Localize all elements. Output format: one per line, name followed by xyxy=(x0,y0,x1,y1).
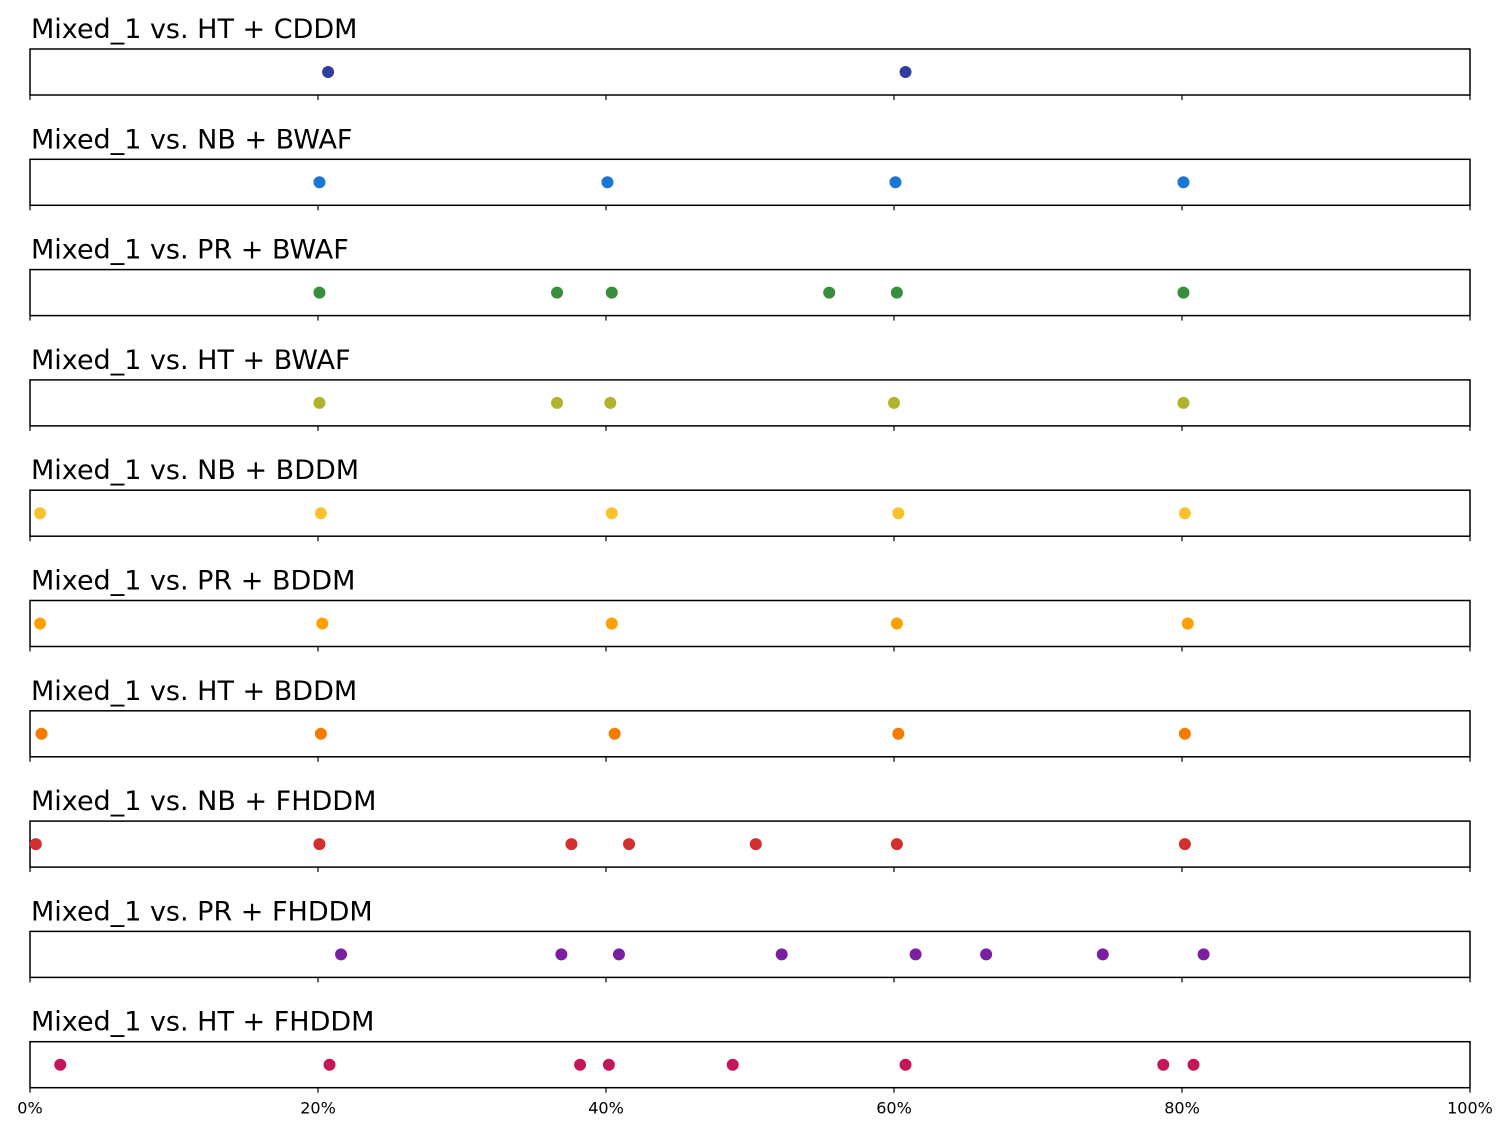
data-point xyxy=(749,838,762,851)
data-point xyxy=(890,286,903,299)
data-point xyxy=(1178,727,1191,740)
data-point xyxy=(890,838,903,851)
data-point xyxy=(601,176,614,189)
data-point xyxy=(313,396,326,409)
data-point xyxy=(574,1058,587,1071)
data-point xyxy=(888,396,900,409)
data-point xyxy=(889,176,902,189)
x-tick-label: 80% xyxy=(1164,1099,1200,1118)
panel-title: Mixed_1 vs. HT + CDDM xyxy=(31,14,357,45)
data-point xyxy=(899,1058,912,1071)
panel-frame xyxy=(29,158,1471,207)
data-point xyxy=(890,617,903,630)
panel-title: Mixed_1 vs. HT + FHDDM xyxy=(31,1007,374,1038)
panel: Mixed_1 vs. NB + FHDDM xyxy=(29,786,1471,873)
data-point xyxy=(1177,396,1190,409)
data-point xyxy=(892,727,905,740)
data-point xyxy=(605,507,618,520)
panel-frame xyxy=(29,48,1471,96)
data-point xyxy=(1181,617,1194,630)
x-tick-label: 20% xyxy=(300,1099,336,1118)
panel-frame xyxy=(29,268,1471,317)
data-point xyxy=(314,507,327,520)
panel: Mixed_1 vs. PR + BWAF xyxy=(29,235,1471,321)
panel-frame xyxy=(29,1040,1471,1089)
data-point xyxy=(980,948,993,961)
data-point xyxy=(54,1058,67,1071)
data-point xyxy=(35,727,48,740)
data-point xyxy=(1096,948,1109,961)
panel-frame xyxy=(29,599,1471,648)
panel-title: Mixed_1 vs. PR + BWAF xyxy=(31,235,349,266)
panel-frame xyxy=(29,710,1471,758)
data-point xyxy=(608,727,621,740)
data-point xyxy=(726,1058,739,1071)
panel: Mixed_1 vs. HT + CDDM xyxy=(29,14,1471,100)
data-point xyxy=(1178,507,1191,520)
data-point xyxy=(1187,1058,1200,1071)
x-tick-label: 0% xyxy=(17,1099,42,1118)
data-point xyxy=(623,838,636,851)
data-point xyxy=(892,507,905,520)
panel-frame xyxy=(29,379,1471,427)
data-point xyxy=(313,838,326,851)
data-point xyxy=(335,948,348,961)
panel-title: Mixed_1 vs. PR + BDDM xyxy=(31,566,355,597)
panel-title: Mixed_1 vs. NB + FHDDM xyxy=(31,786,376,817)
panel-title: Mixed_1 vs. HT + BDDM xyxy=(31,676,357,707)
data-point xyxy=(605,286,618,299)
panel-title: Mixed_1 vs. PR + FHDDM xyxy=(31,896,373,927)
x-tick-label: 60% xyxy=(876,1099,912,1118)
data-point xyxy=(899,66,912,78)
data-point xyxy=(322,66,335,78)
panel: Mixed_1 vs. NB + BDDM xyxy=(29,455,1471,542)
data-point xyxy=(555,948,568,961)
x-tick-label: 40% xyxy=(588,1099,624,1118)
data-point xyxy=(34,617,47,630)
data-point xyxy=(605,617,618,630)
data-point xyxy=(313,286,326,299)
data-point xyxy=(34,507,47,520)
data-point xyxy=(909,948,922,961)
data-point xyxy=(612,948,625,961)
data-point xyxy=(316,617,329,630)
panel-title: Mixed_1 vs. NB + BDDM xyxy=(31,455,359,486)
data-point xyxy=(1178,838,1191,851)
data-point xyxy=(29,838,42,851)
data-point xyxy=(1197,948,1210,961)
panel-frame xyxy=(29,930,1471,979)
panel: Mixed_1 vs. PR + FHDDM xyxy=(29,896,1471,983)
data-point xyxy=(314,727,327,740)
panel: Mixed_1 vs. HT + FHDDM xyxy=(29,1007,1471,1093)
data-point xyxy=(323,1058,336,1071)
data-point xyxy=(551,286,564,299)
data-point xyxy=(602,1058,615,1071)
panel: Mixed_1 vs. HT + BWAF xyxy=(29,345,1471,431)
panel: Mixed_1 vs. PR + BDDM xyxy=(29,566,1471,652)
data-point xyxy=(823,286,836,299)
data-point xyxy=(1177,176,1190,189)
panel-title: Mixed_1 vs. HT + BWAF xyxy=(31,345,351,376)
panel-title: Mixed_1 vs. NB + BWAF xyxy=(31,124,352,155)
data-point xyxy=(565,838,578,851)
data-point xyxy=(1157,1058,1170,1071)
x-tick-label: 100% xyxy=(1447,1099,1493,1118)
data-point xyxy=(313,176,326,189)
data-point xyxy=(1177,286,1190,299)
data-point xyxy=(551,396,564,409)
panel: Mixed_1 vs. NB + BWAF xyxy=(29,124,1471,211)
panel-frame xyxy=(29,489,1471,537)
panel: Mixed_1 vs. HT + BDDM xyxy=(29,676,1471,762)
data-point xyxy=(775,948,788,961)
data-point xyxy=(604,396,617,409)
